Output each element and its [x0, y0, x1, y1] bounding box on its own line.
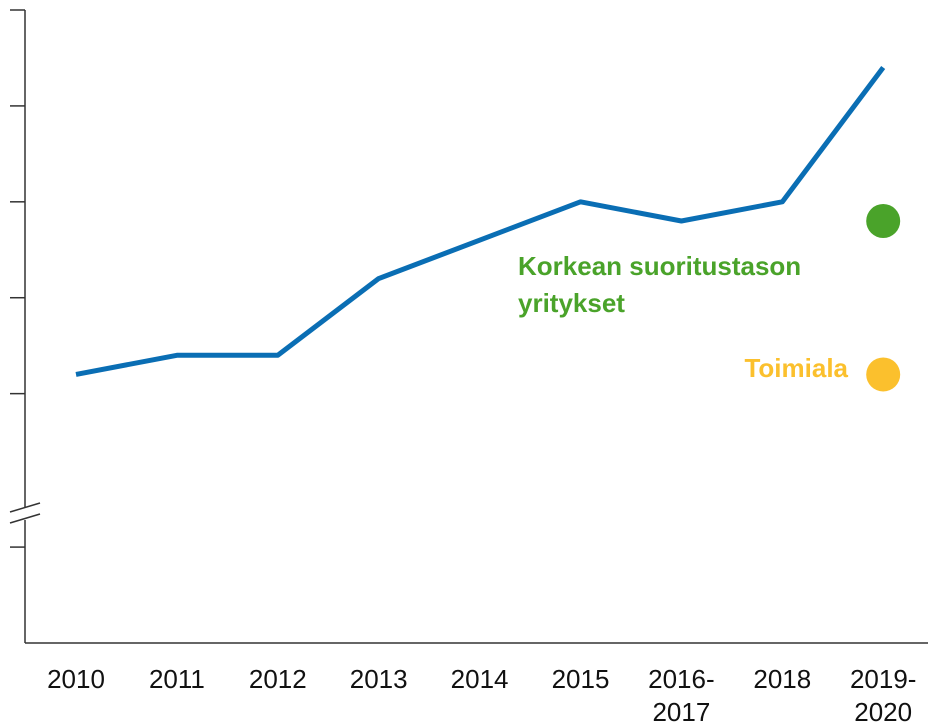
- x-tick-label: 2014: [451, 664, 509, 694]
- x-tick-label: 2011: [149, 664, 205, 694]
- line: [75, 66, 886, 377]
- point: [866, 204, 901, 238]
- x-tick-label: 2018: [753, 664, 811, 694]
- axis-break: [9, 502, 41, 513]
- series-label: Toimiala: [744, 353, 848, 383]
- x-tick-label: 2016-2017: [648, 664, 715, 727]
- x-tick-label: 2013: [350, 664, 408, 694]
- x-tick-label: 2015: [552, 664, 610, 694]
- series-label: Korkean suoritustason yritykset: [518, 251, 801, 318]
- point: [866, 357, 901, 392]
- x-tick-label: 2019-2020: [850, 664, 917, 727]
- x-tick-label: 2012: [249, 664, 307, 694]
- axis-break: [9, 513, 41, 524]
- x-tick-label: 2010: [47, 664, 105, 694]
